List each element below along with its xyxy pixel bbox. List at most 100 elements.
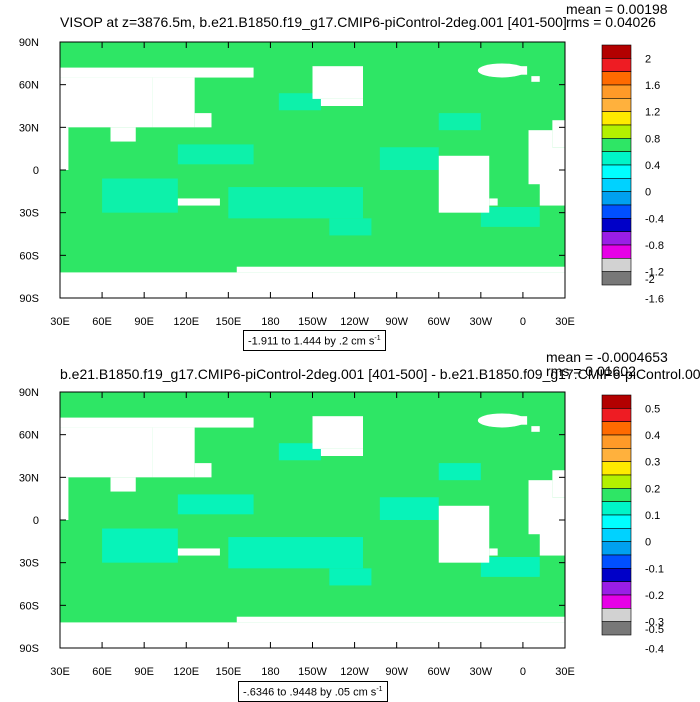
y-tick-label: 90S xyxy=(19,643,39,655)
top-range-label: -1.911 to 1.444 by .2 cm s-1 xyxy=(243,330,386,351)
x-tick-label: 150E xyxy=(215,666,241,678)
colorbar-swatch xyxy=(601,541,632,556)
land-mask xyxy=(60,77,153,128)
top-chart: 30E 60E 90E 120E 150E 180 150W 120W 90W 60W 30W 0 30… xyxy=(19,1,668,328)
land-mask xyxy=(539,147,565,206)
anomaly-patch xyxy=(379,497,439,520)
x-tick-label: 0 xyxy=(520,316,526,328)
colorbar-label: -0.1 xyxy=(645,563,664,575)
x-tick-label: 30W xyxy=(470,666,493,678)
bottom-chart: 30E 60E 90E 120E 150E 180 150W 120W 90W 60W 30W 0 30… xyxy=(19,350,700,678)
colorbar-swatch xyxy=(601,178,632,192)
x-tick-label: 60E xyxy=(92,666,112,678)
colorbar-label: 0.3 xyxy=(645,457,660,469)
x-tick-label: 60W xyxy=(427,666,450,678)
y-tick-label: 30S xyxy=(19,558,39,570)
colorbar-swatch xyxy=(601,594,632,609)
colorbar-label: -1.6 xyxy=(645,293,664,305)
y-tick-label: 60S xyxy=(19,250,39,262)
colorbar-label: -0.8 xyxy=(645,240,664,252)
y-tick-label: 60S xyxy=(19,600,39,612)
y-tick-label: 90N xyxy=(19,387,39,399)
y-tick-label: 90N xyxy=(19,37,39,49)
anomaly-patch xyxy=(228,187,363,219)
colorbar-swatch xyxy=(601,44,632,59)
colorbar-label: -1.2 xyxy=(645,267,664,279)
colorbar-label: -0.4 xyxy=(645,643,664,655)
land-mask xyxy=(477,413,526,428)
y-tick-label: 90S xyxy=(19,293,39,305)
colorbar-swatch xyxy=(601,124,632,139)
anomaly-patch xyxy=(480,206,540,227)
colorbar-swatch xyxy=(601,554,632,569)
bottom-rms: rms = 0.01602 xyxy=(546,363,636,379)
colorbar-swatch xyxy=(601,58,632,72)
colorbar-swatch xyxy=(601,394,632,409)
colorbar-swatch xyxy=(601,138,632,152)
land-mask xyxy=(489,198,498,206)
y-tick-label: 30S xyxy=(19,208,39,220)
land-mask xyxy=(60,67,254,78)
colorbar-swatch xyxy=(601,71,632,86)
land-mask xyxy=(60,127,69,170)
colorbar-swatch xyxy=(601,488,632,502)
y-tick-label: 0 xyxy=(33,165,39,177)
x-tick-label: 120E xyxy=(173,666,199,678)
colorbar-swatch xyxy=(601,204,632,219)
anomaly-patch xyxy=(438,463,481,481)
x-tick-label: 180 xyxy=(261,316,279,328)
colorbar-label: -2 xyxy=(645,274,655,286)
colorbar-swatch xyxy=(601,191,632,206)
bottom-title: b.e21.B1850.f19_g17.CMIP6-piControl-2deg… xyxy=(60,366,700,382)
land-mask xyxy=(531,426,540,432)
bottom-mean: mean = -0.0004653 xyxy=(546,350,668,365)
x-tick-label: 90W xyxy=(385,666,408,678)
colorbar-label: -0.3 xyxy=(645,617,664,629)
land-mask xyxy=(477,63,526,78)
top-axes: 30E 60E 90E 120E 150E 180 150W 120W 90W 60W 30W 0 30… xyxy=(19,37,575,328)
x-tick-label: 90E xyxy=(134,316,154,328)
top-rms: rms = 0.04026 xyxy=(566,14,656,30)
x-tick-label: 150W xyxy=(298,666,327,678)
land-mask xyxy=(177,548,220,556)
x-tick-label: 90W xyxy=(385,316,408,328)
land-mask xyxy=(110,477,136,492)
bottom-panel: 30E 60E 90E 120E 150E 180 150W 120W 90W 60W 30W 0 30… xyxy=(0,350,700,702)
anomaly-patch xyxy=(177,494,254,515)
land-mask xyxy=(236,616,565,623)
x-tick-label: 150W xyxy=(298,316,327,328)
anomaly-patch xyxy=(329,218,372,236)
anomaly-patch xyxy=(379,147,439,170)
colorbar-swatch xyxy=(601,218,632,232)
x-tick-label: 0 xyxy=(520,666,526,678)
x-tick-label: 30E xyxy=(50,666,70,678)
colorbar-label: 2 xyxy=(645,53,651,65)
x-tick-label: 30E xyxy=(555,316,575,328)
land-mask xyxy=(438,505,490,563)
land-mask xyxy=(177,198,220,206)
colorbar-label: -0.5 xyxy=(645,624,664,636)
colorbar-swatch xyxy=(601,111,632,126)
land-mask xyxy=(320,448,363,456)
land-mask xyxy=(194,463,212,478)
top-title: VISOP at z=3876.5m, b.e21.B1850.f19_g17.… xyxy=(60,14,567,30)
x-tick-label: 120W xyxy=(340,666,369,678)
colorbar-swatch xyxy=(601,164,632,179)
colorbar-label: 0.5 xyxy=(645,403,660,415)
y-tick-label: 60N xyxy=(19,430,39,442)
x-tick-label: 150E xyxy=(215,316,241,328)
anomaly-patch xyxy=(102,178,178,213)
x-tick-label: 120W xyxy=(340,316,369,328)
colorbar-label: 0.2 xyxy=(645,483,660,495)
land-mask xyxy=(552,470,565,498)
x-tick-label: 120E xyxy=(173,316,199,328)
top-colorbar: 2 1.6 1.2 0.8 0.4 0 -0.4 -0.8 -1.2 -1.6 -2 xyxy=(601,44,664,305)
x-tick-label: 30E xyxy=(555,666,575,678)
x-tick-label: 30W xyxy=(470,316,493,328)
anomaly-patch xyxy=(329,568,372,586)
top-panel: 30E 60E 90E 120E 150E 180 150W 120W 90W 60W 30W 0 30… xyxy=(0,0,700,351)
colorbar-swatch xyxy=(601,258,632,272)
anomaly-patch xyxy=(177,144,254,165)
land-mask xyxy=(152,77,195,128)
anomaly-patch xyxy=(278,93,321,111)
